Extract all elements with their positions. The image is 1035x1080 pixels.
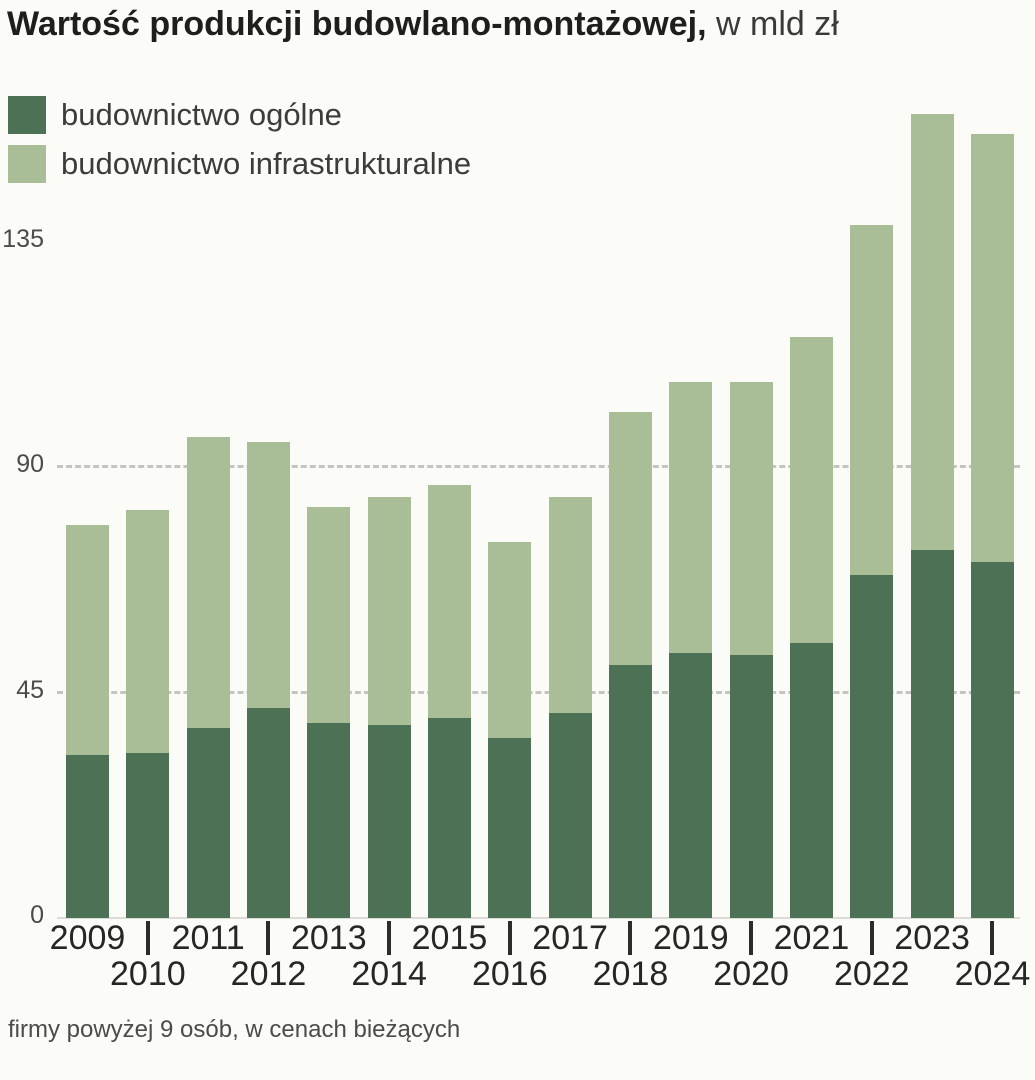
bar-segment-infrastrukturalne-2009 <box>66 524 109 756</box>
bar-segment-infrastrukturalne-2020 <box>729 382 773 656</box>
x-axis-year-label-2017: 2017 <box>532 919 608 957</box>
bar-segment-infrastrukturalne-2011 <box>186 437 230 728</box>
legend-swatch-ogolne <box>8 96 46 134</box>
bar-segment-infrastrukturalne-2010 <box>126 509 170 753</box>
x-axis-year-label-2015: 2015 <box>411 919 488 957</box>
bar-2021 <box>789 337 833 918</box>
legend-label-infrastrukturalne: budownictwo infrastrukturalne <box>61 146 472 181</box>
bar-segment-ogolne-2020 <box>729 655 773 918</box>
bar-segment-ogolne-2021 <box>789 642 833 918</box>
bar-segment-infrastrukturalne-2016 <box>488 542 532 738</box>
bar-segment-ogolne-2023 <box>910 549 954 918</box>
bar-segment-infrastrukturalne-2019 <box>669 382 713 653</box>
x-axis-year-label-2012: 2012 <box>230 955 307 993</box>
bar-2015 <box>427 484 471 918</box>
bar-2018 <box>608 412 652 918</box>
bar-2019 <box>669 382 713 918</box>
x-axis-year-label-2019: 2019 <box>652 919 729 957</box>
legend-item-ogolne: budownictwo ogólne <box>8 96 471 134</box>
x-axis-tick-2018 <box>628 921 633 955</box>
x-axis-year-label-2024: 2024 <box>954 955 1031 993</box>
bar-segment-ogolne-2015 <box>427 717 471 918</box>
bar-2022 <box>850 224 894 918</box>
bar-segment-ogolne-2018 <box>608 665 652 918</box>
bar-2014 <box>367 497 411 918</box>
bar-2011 <box>186 437 230 918</box>
gridline-45 <box>57 690 1020 694</box>
chart-title-unit: w mld zł <box>706 5 839 43</box>
x-axis-tick-2010 <box>145 921 150 955</box>
bar-segment-ogolne-2022 <box>850 575 894 918</box>
bar-2016 <box>488 542 532 918</box>
bar-segment-infrastrukturalne-2024 <box>970 134 1014 563</box>
y-axis-tick-label-45: 45 <box>16 675 44 704</box>
bar-segment-ogolne-2010 <box>126 752 170 918</box>
x-axis-year-label-2020: 2020 <box>713 955 789 993</box>
bar-2017 <box>548 497 592 918</box>
bar-segment-ogolne-2012 <box>246 707 290 918</box>
bar-segment-ogolne-2014 <box>367 725 411 918</box>
chart-title: Wartość produkcji budowlano-montażowej, … <box>7 4 839 44</box>
x-axis-tick-2014 <box>387 921 392 955</box>
x-axis-year-label-2013: 2013 <box>290 919 367 957</box>
bar-segment-ogolne-2016 <box>488 737 532 918</box>
bar-segment-ogolne-2024 <box>970 562 1014 918</box>
bar-2024 <box>970 134 1014 918</box>
footnote: firmy powyżej 9 osób, w cenach bieżących <box>8 1016 461 1043</box>
x-axis-year-label-2023: 2023 <box>894 919 970 957</box>
x-axis-year-label-2018: 2018 <box>592 955 669 993</box>
bar-2009 <box>66 524 109 918</box>
x-axis-year-label-2009: 2009 <box>49 919 126 957</box>
bar-segment-infrastrukturalne-2018 <box>608 412 652 666</box>
bar-segment-infrastrukturalne-2017 <box>548 497 592 713</box>
bar-2010 <box>126 509 170 918</box>
legend: budownictwo ogólne budownictwo infrastru… <box>8 96 471 194</box>
legend-label-ogolne: budownictwo ogólne <box>61 97 342 132</box>
x-axis-tick-2024 <box>990 921 995 955</box>
bar-segment-ogolne-2013 <box>307 722 351 918</box>
y-axis-tick-label-90: 90 <box>16 450 44 479</box>
y-axis-tick-label-135: 135 <box>2 225 44 254</box>
bar-segment-ogolne-2017 <box>548 712 592 918</box>
x-axis-tick-2022 <box>869 921 874 955</box>
legend-item-infrastrukturalne: budownictwo infrastrukturalne <box>8 145 471 183</box>
bar-2013 <box>307 507 351 918</box>
bar-2012 <box>246 442 290 918</box>
x-axis-tick-2016 <box>507 921 512 955</box>
x-axis-tick-2020 <box>749 921 754 955</box>
bar-2023 <box>910 114 954 918</box>
legend-swatch-infrastrukturalne <box>8 145 46 183</box>
x-axis-year-label-2022: 2022 <box>833 955 910 993</box>
bar-segment-infrastrukturalne-2022 <box>850 224 894 575</box>
y-axis-tick-label-0: 0 <box>30 901 44 929</box>
chart-title-main: Wartość produkcji budowlano-montażowej, <box>7 5 707 43</box>
x-axis-baseline <box>57 917 1020 919</box>
bar-segment-infrastrukturalne-2013 <box>307 507 351 723</box>
bar-segment-infrastrukturalne-2015 <box>427 484 471 718</box>
bar-segment-ogolne-2011 <box>186 727 230 918</box>
x-axis-year-label-2016: 2016 <box>471 955 548 993</box>
bar-segment-ogolne-2009 <box>66 755 109 918</box>
x-axis-year-label-2014: 2014 <box>351 955 427 993</box>
gridline-90 <box>57 465 1020 469</box>
bar-segment-infrastrukturalne-2023 <box>910 114 954 550</box>
x-axis-year-label-2010: 2010 <box>110 955 186 993</box>
x-axis-year-label-2021: 2021 <box>773 919 850 957</box>
x-axis-tick-2012 <box>266 921 271 955</box>
x-axis-year-label-2011: 2011 <box>171 919 245 957</box>
bar-segment-infrastrukturalne-2021 <box>789 337 833 643</box>
bar-segment-infrastrukturalne-2012 <box>246 442 290 708</box>
bar-segment-ogolne-2019 <box>669 652 713 918</box>
bar-segment-infrastrukturalne-2014 <box>367 497 411 726</box>
bar-2020 <box>729 382 773 918</box>
